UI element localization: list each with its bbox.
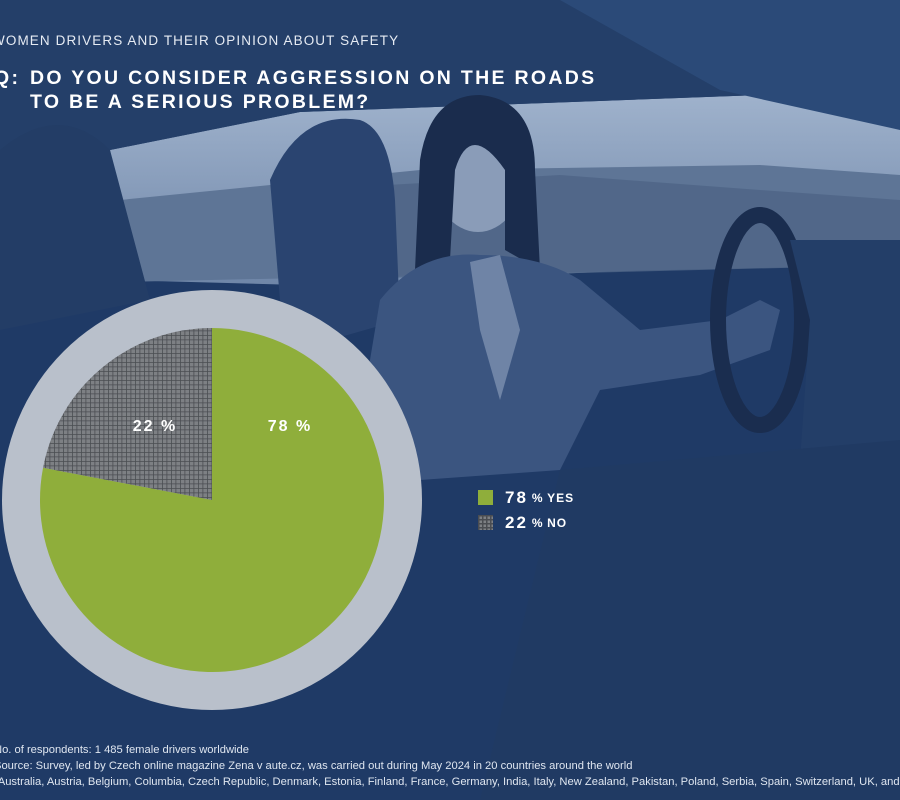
- footer-source: Source: Survey, led by Czech online maga…: [0, 760, 633, 772]
- slice-label-yes: 78 %: [268, 418, 312, 435]
- legend-label-no: NO: [547, 515, 568, 530]
- legend: 78 % YES 22 % NO: [478, 485, 574, 535]
- question-marker: Q:: [0, 67, 21, 89]
- legend-value-yes: 78: [505, 487, 528, 507]
- legend-unit-no: %: [531, 515, 544, 530]
- footer-notes: No. of respondents: 1 485 female drivers…: [0, 742, 900, 790]
- question-title: Q: DO YOU CONSIDER AGGRESSION ON THE ROAD…: [0, 66, 596, 114]
- legend-label-yes: YES: [547, 490, 575, 505]
- legend-value-no: 22: [505, 512, 528, 532]
- question-line-1: DO YOU CONSIDER AGGRESSION ON THE ROADS: [30, 67, 597, 89]
- slice-label-no: 22 %: [133, 418, 177, 435]
- legend-swatch-no: [478, 515, 493, 530]
- kicker-title: WOMEN DRIVERS AND THEIR OPINION ABOUT SA…: [0, 33, 400, 48]
- legend-item-yes: 78 % YES: [478, 485, 574, 510]
- legend-swatch-yes: [478, 490, 493, 505]
- legend-unit-yes: %: [531, 490, 544, 505]
- footer-countries: (Australia, Austria, Belgium, Columbia, …: [0, 776, 900, 788]
- pie-chart: 78 % 22 %: [2, 290, 422, 710]
- footer-respondents: No. of respondents: 1 485 female drivers…: [0, 744, 249, 756]
- pie-slice-yes: [39, 328, 384, 673]
- legend-item-no: 22 % NO: [478, 510, 574, 535]
- question-line-2: TO BE A SERIOUS PROBLEM?: [30, 91, 371, 113]
- pie-slice-no: [43, 328, 212, 500]
